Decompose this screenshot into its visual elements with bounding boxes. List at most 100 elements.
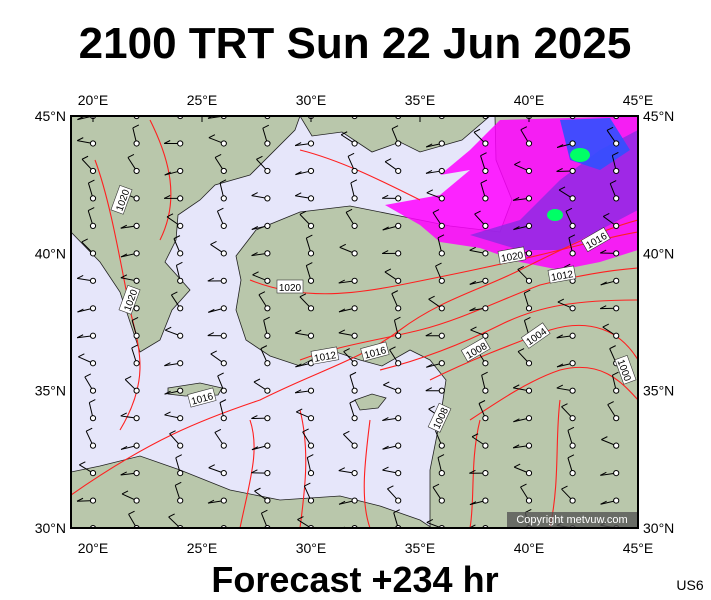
barb-flag <box>251 192 258 197</box>
isobar-label-box <box>276 279 304 294</box>
barb-station <box>133 250 140 257</box>
barb-station <box>569 332 576 339</box>
barb-station <box>569 222 576 229</box>
barb-station <box>177 387 184 394</box>
barb-station <box>133 470 140 477</box>
barb-flag <box>350 179 358 184</box>
lon-label-top: 40°E <box>514 92 545 108</box>
barb-flag <box>612 371 619 376</box>
barb-flag <box>561 403 568 408</box>
barb-flag <box>262 124 270 129</box>
barb-flag <box>480 179 488 184</box>
barb-flag <box>425 332 433 337</box>
barb-station <box>264 250 271 257</box>
barb-flag <box>263 98 269 101</box>
barb-station <box>395 222 402 229</box>
barb-station <box>307 387 315 394</box>
barb-station <box>525 470 533 477</box>
barb-flag <box>470 111 476 114</box>
barb-station <box>525 415 533 422</box>
cyprus <box>354 393 387 411</box>
barb-station <box>438 332 445 339</box>
barb-flag <box>520 483 527 488</box>
barb-flag <box>81 238 88 243</box>
barb-flag <box>384 268 392 273</box>
lat-label-right: 35°N <box>643 383 674 399</box>
barb-station <box>220 332 227 339</box>
barb-station <box>482 305 489 312</box>
barb-flag <box>425 143 433 148</box>
barb-flag <box>302 428 309 433</box>
barb-station <box>307 470 315 477</box>
map-code: US6 <box>676 577 703 593</box>
barb-flag <box>252 271 259 276</box>
barb-flag <box>219 399 227 404</box>
barb-station <box>89 415 97 422</box>
title: 2100 TRT Sun 22 Jun 2025 <box>79 19 632 68</box>
barb-flag <box>558 186 566 191</box>
barb-station <box>438 140 445 147</box>
map-area <box>71 98 638 528</box>
barb-station <box>220 250 227 257</box>
lat-label-right: 30°N <box>643 520 674 536</box>
barb-station <box>613 497 620 504</box>
barb-flag <box>480 152 487 157</box>
barb-flag <box>517 348 525 353</box>
lat-label-right: 45°N <box>643 108 674 124</box>
barb-station <box>220 195 227 202</box>
barb-flag <box>338 329 346 334</box>
barb-flag <box>343 430 350 435</box>
barb-station <box>395 360 402 367</box>
barb-flag <box>167 104 173 107</box>
barb-station <box>482 332 489 339</box>
map-frame <box>70 115 639 529</box>
barb-station <box>351 140 358 147</box>
lon-label-top: 20°E <box>78 92 109 108</box>
copyright-box <box>507 512 637 527</box>
barb-flag <box>85 427 93 432</box>
barb-station <box>307 140 315 147</box>
barb-station <box>482 442 489 449</box>
barb-flag <box>556 384 564 389</box>
barb-station <box>177 140 184 147</box>
barb-flag <box>565 207 573 212</box>
barb-flag <box>120 253 128 258</box>
barb-station <box>177 305 184 312</box>
barb-station <box>438 387 445 394</box>
barb-station <box>264 442 271 449</box>
barb-station <box>613 250 620 257</box>
barb-flag <box>437 234 445 239</box>
barb-station <box>569 167 576 175</box>
barb-flag <box>471 433 479 438</box>
barb-flag <box>345 208 353 213</box>
barb-station <box>569 195 576 202</box>
barb-flag <box>338 279 345 284</box>
barb-flag <box>382 226 389 231</box>
barb-flag <box>121 490 129 495</box>
barb-flag <box>131 344 138 349</box>
barb-flag <box>307 454 314 458</box>
barb-station <box>613 387 620 394</box>
barb-flag <box>299 210 307 215</box>
barb-flag <box>338 500 346 505</box>
barb-station <box>89 167 97 175</box>
barb-station <box>264 167 271 175</box>
barb-flag <box>164 411 171 416</box>
barb-flag <box>474 210 481 215</box>
barb-flag <box>469 501 477 506</box>
barb-station <box>351 442 358 449</box>
barb-flag <box>77 116 84 121</box>
barb-station <box>177 332 184 339</box>
barb-station <box>613 332 620 339</box>
barb-flag <box>469 307 476 312</box>
lon-label-top: 35°E <box>405 92 436 108</box>
barb-flag <box>513 463 521 468</box>
barb-flag <box>294 142 302 147</box>
barb-flag <box>253 378 261 383</box>
barb-station <box>351 387 358 394</box>
barb-station <box>264 332 271 339</box>
lon-label-top: 25°E <box>187 92 218 108</box>
barb-station <box>569 387 576 394</box>
barb-station <box>307 305 315 312</box>
